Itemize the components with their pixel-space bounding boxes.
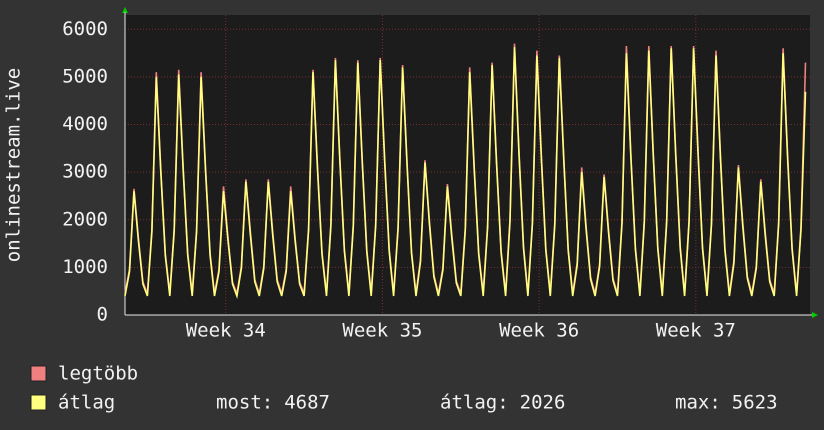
stat-value: 4687 <box>284 392 330 414</box>
y-tick-label: 2000 <box>62 208 108 230</box>
legend-swatch <box>30 394 47 411</box>
y-tick-label: 5000 <box>62 65 108 87</box>
axis-arrow <box>812 312 818 318</box>
series-line <box>124 47 807 300</box>
y-tick-label: 3000 <box>62 161 108 183</box>
y-tick-label: 4000 <box>62 113 108 135</box>
x-tick-label: Week 37 <box>656 320 736 342</box>
y-tick-label: 1000 <box>62 256 108 278</box>
legend-label: átlag <box>58 392 115 414</box>
y-tick-label: 0 <box>97 304 108 326</box>
stat-value: 5623 <box>732 392 778 414</box>
y-tick-label: 6000 <box>62 18 108 40</box>
stat-label: most: <box>216 392 273 414</box>
stat-label: max: <box>675 392 721 414</box>
x-tick-label: Week 34 <box>186 320 266 342</box>
x-tick-label: Week 36 <box>499 320 579 342</box>
x-tick-label: Week 35 <box>342 320 422 342</box>
y-axis-label: onlinestream.live <box>3 68 25 262</box>
axis-arrow <box>122 7 128 13</box>
stat-value: 2026 <box>520 392 566 414</box>
stat-label: átlag: <box>440 392 509 414</box>
legend-label: legtöbb <box>58 363 138 385</box>
legend-swatch <box>30 365 47 382</box>
